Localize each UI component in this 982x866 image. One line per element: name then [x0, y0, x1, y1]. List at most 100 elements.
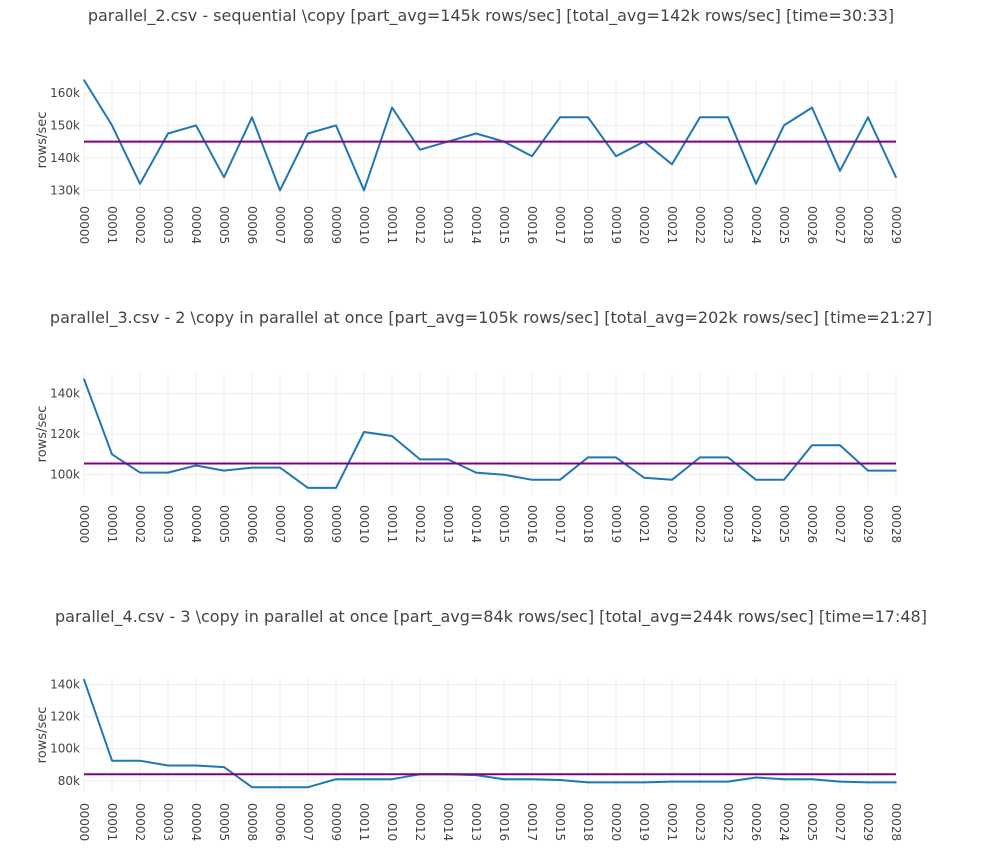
- x-tick-label: 00029: [861, 505, 875, 543]
- data-point: [503, 778, 505, 780]
- x-tick-label: 00013: [441, 206, 455, 244]
- data-point: [671, 780, 673, 783]
- data-point: [503, 473, 505, 476]
- x-tick-label: 00015: [497, 206, 511, 244]
- data-point: [363, 431, 365, 433]
- data-point: [671, 478, 673, 481]
- x-tick-label: 00000: [77, 206, 91, 244]
- data-point: [307, 487, 309, 489]
- data-point: [559, 116, 561, 119]
- data-point: [755, 776, 757, 779]
- x-tick-label: 00019: [609, 505, 623, 543]
- x-tick-label: 00026: [805, 505, 819, 543]
- x-tick-label: 00020: [665, 505, 679, 543]
- data-point: [895, 781, 897, 784]
- data-point: [671, 163, 673, 166]
- data-point: [811, 778, 813, 780]
- x-tick-label: 00024: [777, 803, 791, 841]
- x-tick-label: 00003: [161, 206, 175, 244]
- y-tick-label: 140k: [50, 151, 80, 165]
- y-tick-label: 130k: [50, 183, 80, 197]
- data-point: [307, 786, 309, 788]
- data-point: [335, 487, 337, 489]
- data-point: [895, 176, 897, 179]
- x-tick-label: 00027: [833, 803, 847, 841]
- data-point: [195, 124, 197, 127]
- data-point: [839, 780, 841, 783]
- x-tick-label: 00009: [329, 803, 343, 841]
- data-point: [727, 456, 729, 459]
- x-tick-label: 00010: [385, 803, 399, 841]
- data-point: [447, 458, 449, 461]
- chart-title: parallel_4.csv - 3 \copy in parallel at …: [55, 607, 927, 626]
- x-tick-label: 00002: [133, 505, 147, 543]
- x-tick-label: 00028: [889, 505, 903, 543]
- data-point: [335, 124, 337, 127]
- x-tick-label: 00001: [105, 206, 119, 244]
- data-point: [111, 453, 113, 456]
- data-point: [195, 464, 197, 467]
- data-point: [643, 476, 645, 479]
- data-point: [83, 678, 85, 681]
- data-point: [83, 378, 85, 380]
- rows-per-sec-line: [83, 378, 896, 489]
- data-point: [727, 116, 729, 119]
- chart-title: parallel_2.csv - sequential \copy [part_…: [87, 6, 895, 25]
- x-tick-label: 00025: [805, 803, 819, 841]
- data-point: [363, 778, 365, 780]
- x-tick-label: 00012: [413, 206, 427, 244]
- x-tick-label: 00021: [665, 206, 679, 244]
- x-tick-label: 00027: [833, 505, 847, 543]
- x-tick-label: 00015: [497, 505, 511, 543]
- y-tick-label: 120k: [50, 710, 80, 724]
- x-tick-label: 00017: [553, 206, 567, 244]
- data-point: [867, 469, 869, 472]
- data-point: [783, 124, 785, 127]
- data-point: [475, 132, 477, 135]
- data-point: [335, 778, 337, 780]
- x-tick-label: 00008: [301, 505, 315, 543]
- data-point: [531, 155, 533, 158]
- y-axis-title: rows/sec: [35, 112, 50, 169]
- x-tick-label: 00001: [105, 505, 119, 543]
- x-tick-label: 00006: [245, 206, 259, 244]
- y-tick-label: 140k: [50, 677, 80, 691]
- data-point: [139, 471, 141, 474]
- x-tick-label: 00011: [385, 206, 399, 244]
- chart-title: parallel_3.csv - 2 \copy in parallel at …: [49, 308, 933, 327]
- data-point: [615, 155, 617, 158]
- data-point: [699, 780, 701, 783]
- data-point: [587, 456, 589, 459]
- data-point: [167, 764, 169, 767]
- data-point: [531, 478, 533, 481]
- data-point: [391, 435, 393, 437]
- x-tick-label: 00013: [469, 803, 483, 841]
- x-tick-label: 00018: [581, 803, 595, 841]
- data-point: [251, 466, 253, 469]
- line-chart-3: 80k 100k 120k 140k rows/sec 00000 00001 00002 00…: [35, 677, 903, 841]
- x-tick-label: 00006: [273, 803, 287, 841]
- x-tick-label: 00010: [357, 505, 371, 543]
- x-tick-label: 00024: [749, 206, 763, 244]
- y-tick-label: 140k: [50, 386, 80, 400]
- data-point: [643, 781, 645, 784]
- x-tick-label: 00004: [189, 505, 203, 543]
- data-point: [755, 478, 757, 481]
- data-point: [587, 781, 589, 784]
- x-tick-label: 00002: [133, 206, 147, 244]
- data-point: [755, 182, 757, 185]
- x-tick-label: 00025: [777, 206, 791, 244]
- x-tick-label: 00003: [161, 505, 175, 543]
- data-point: [167, 132, 169, 135]
- x-tick-label: 00023: [693, 803, 707, 841]
- data-point: [419, 148, 421, 151]
- x-tick-label: 00009: [329, 505, 343, 543]
- data-point: [783, 778, 785, 780]
- x-tick-label: 00018: [581, 206, 595, 244]
- data-point: [391, 106, 393, 109]
- x-tick-label: 00002: [133, 803, 147, 841]
- data-point: [223, 469, 225, 472]
- data-point: [839, 444, 841, 446]
